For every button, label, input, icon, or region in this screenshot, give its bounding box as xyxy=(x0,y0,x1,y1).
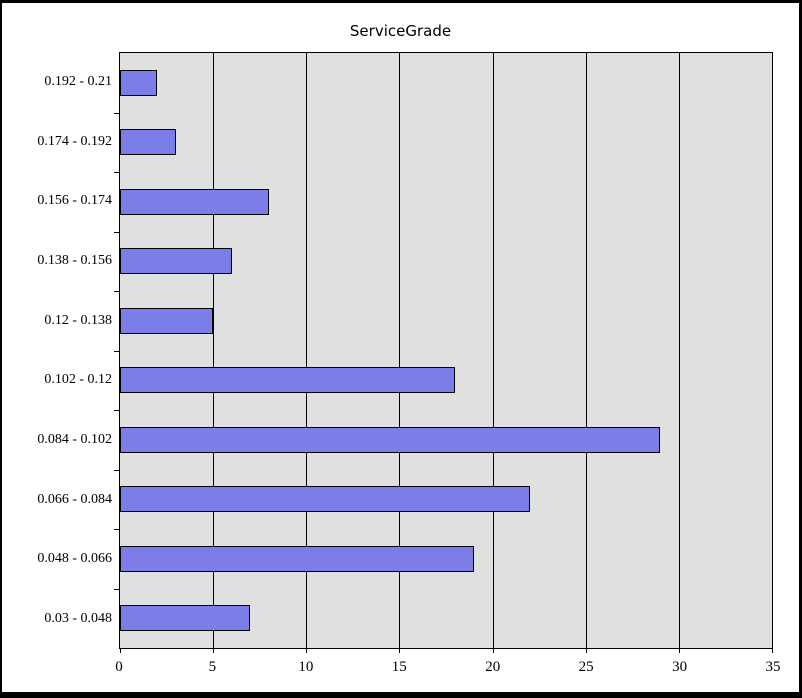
x-axis-label-0: 0 xyxy=(115,659,123,675)
bar-0 xyxy=(120,69,158,96)
y-axis-label-8: 0.048 - 0.066 xyxy=(37,551,112,567)
y-axis-labels: 0.192 - 0.21 0.174 - 0.192 0.156 - 0.174 0.… xyxy=(2,52,112,649)
x-axis-label-35: 35 xyxy=(765,659,781,675)
bar-row-6 xyxy=(120,410,772,470)
x-axis-tick-20 xyxy=(492,648,494,653)
bar-8 xyxy=(120,545,474,572)
bar-row-8 xyxy=(120,529,772,589)
bar-3 xyxy=(120,248,232,275)
y-axis-label-3: 0.138 - 0.156 xyxy=(37,252,112,268)
y-axis-tick-8 xyxy=(114,529,120,530)
bar-2 xyxy=(120,188,270,215)
bar-row-4 xyxy=(120,291,772,351)
y-axis-label-7: 0.066 - 0.084 xyxy=(37,491,112,507)
y-axis-tick-9 xyxy=(114,588,120,590)
y-axis-label-5: 0.102 - 0.12 xyxy=(44,372,112,388)
y-axis-label-6: 0.084 - 0.102 xyxy=(37,432,112,448)
y-axis-tick-4 xyxy=(114,291,120,292)
y-axis-tick-2 xyxy=(114,172,120,173)
bar-1 xyxy=(120,129,176,156)
plot-area xyxy=(114,52,773,653)
bar-7 xyxy=(120,486,530,513)
x-axis-tick-25 xyxy=(585,648,587,653)
gridline-20 xyxy=(492,53,494,648)
y-axis-tick-7 xyxy=(114,469,120,471)
bar-9 xyxy=(120,605,251,632)
y-axis-label-0: 0.192 - 0.21 xyxy=(44,73,112,89)
gridline-25 xyxy=(585,53,587,648)
x-axis-tick-5 xyxy=(213,648,215,653)
y-axis-label-1: 0.174 - 0.192 xyxy=(37,133,112,149)
x-axis-label-25: 25 xyxy=(578,659,594,675)
bar-row-3 xyxy=(120,232,772,292)
bar-row-1 xyxy=(120,113,772,173)
x-axis-tick-10 xyxy=(306,648,308,653)
bar-row-9 xyxy=(120,589,772,649)
x-axis-label-5: 5 xyxy=(208,659,217,675)
y-axis-tick-6 xyxy=(114,410,120,411)
gridline-15 xyxy=(399,53,401,648)
x-axis-label-30: 30 xyxy=(672,659,688,675)
y-axis-label-2: 0.156 - 0.174 xyxy=(37,193,112,209)
bar-row-5 xyxy=(120,351,772,411)
bar-6 xyxy=(120,426,661,453)
x-axis-tick-15 xyxy=(399,648,401,653)
bar-row-7 xyxy=(120,470,772,530)
x-axis-tick-30 xyxy=(678,648,680,653)
gridline-10 xyxy=(306,53,308,648)
x-axis-labels: 0 5 10 15 20 25 30 35 xyxy=(115,659,780,681)
x-axis-label-15: 15 xyxy=(391,659,407,675)
y-axis-tick-1 xyxy=(114,112,120,114)
bar-5 xyxy=(120,367,456,394)
gridline-5 xyxy=(213,53,215,648)
x-axis-tick-35 xyxy=(772,648,773,653)
gridline-30 xyxy=(678,53,680,648)
y-axis-tick-5 xyxy=(114,350,120,352)
x-axis-label-10: 10 xyxy=(298,659,314,675)
y-axis-label-4: 0.12 - 0.138 xyxy=(44,312,112,328)
chart-title: ServiceGrade xyxy=(349,22,452,40)
bar-4 xyxy=(120,307,214,334)
x-axis-tick-0 xyxy=(120,648,121,653)
x-axis-label-20: 20 xyxy=(485,659,501,675)
y-axis-tick-3 xyxy=(114,231,120,233)
y-axis-label-9: 0.03 - 0.048 xyxy=(44,611,112,627)
bar-row-0 xyxy=(120,53,772,113)
bar-row-2 xyxy=(120,172,772,232)
